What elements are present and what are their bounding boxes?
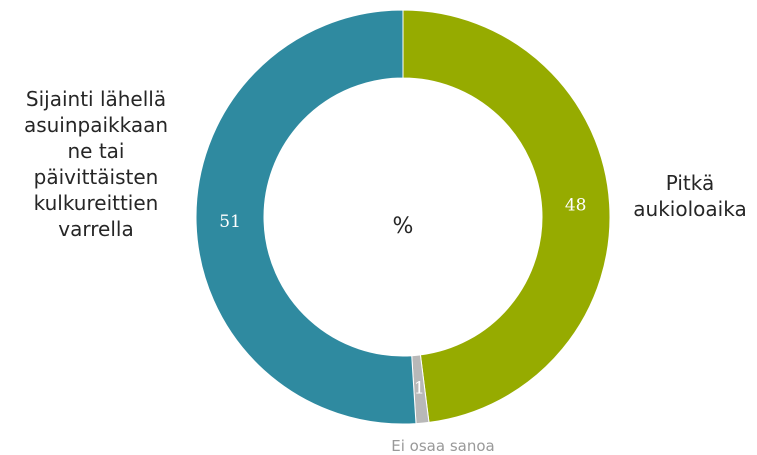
category-label-line: kulkureittien: [34, 191, 159, 215]
slice-sijainti-lahella-asuinpaikkaanne-tai-paivittaisten-kulkureittien-varrella: [195, 9, 417, 425]
center-label: %: [393, 214, 414, 239]
category-label-line: aukioloaika: [633, 197, 746, 221]
category-label-ei-osaa-sanoa: Ei osaa sanoa: [391, 437, 494, 455]
donut-slices: [195, 9, 611, 425]
category-label-line: asuinpaikkaan: [24, 113, 168, 137]
slice-value-labels: 48 1 51: [219, 196, 586, 399]
category-label-line: ne tai: [68, 139, 125, 163]
value-label-sijainti-lahella-asuinpaikkaanne-tai-paivittaisten-kulkureittien-varrella: 51: [219, 212, 241, 232]
category-label-sijainti-lahella-asuinpaikkaanne-tai-paivittaisten-kulkureittien-varrella: Sijainti lähellä asuinpaikkaan ne tai päivi…: [24, 87, 168, 241]
category-label-line: päivittäisten: [34, 165, 159, 189]
category-labels: Pitkä aukioloaika Ei osaa sanoa Sijainti lä…: [24, 87, 747, 455]
category-label-line: Sijainti lähellä: [26, 87, 166, 111]
category-label-line: Pitkä: [666, 171, 715, 195]
slice-pitka-aukioloaika: [402, 9, 611, 423]
value-label-ei-osaa-sanoa: 1: [414, 379, 425, 399]
category-label-pitka-aukioloaika: Pitkä aukioloaika: [633, 171, 746, 221]
category-label-line: varrella: [58, 217, 133, 241]
value-label-pitka-aukioloaika: 48: [565, 196, 587, 216]
category-label-line: Ei osaa sanoa: [391, 437, 494, 455]
